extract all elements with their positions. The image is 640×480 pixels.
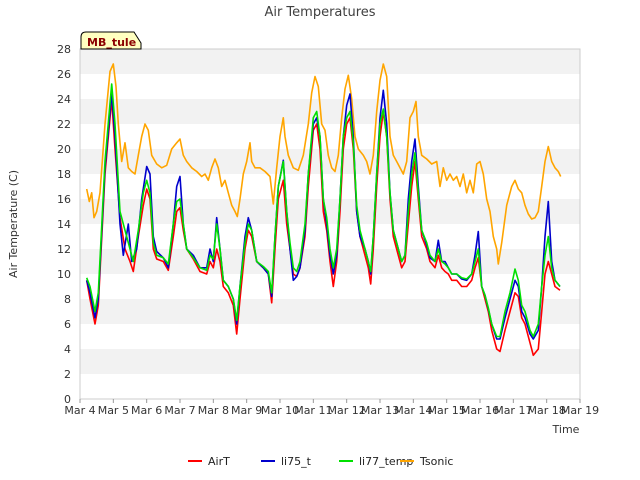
x-tick-label: Mar 16 — [461, 404, 499, 417]
x-tick-label: Mar 12 — [328, 404, 366, 417]
site-badge: MB_tule — [80, 31, 142, 50]
x-tick-label: Mar 7 — [164, 404, 195, 417]
grid-band — [80, 74, 580, 99]
x-tick-label: Mar 18 — [528, 404, 566, 417]
legend-item-li75-t: li75_t — [261, 455, 312, 468]
x-tick-label: Mar 9 — [231, 404, 262, 417]
y-tick-label: 24 — [57, 93, 71, 106]
x-tick-label: Mar 4 — [64, 404, 95, 417]
y-tick-label: 4 — [64, 343, 71, 356]
y-tick-label: 28 — [57, 43, 71, 56]
y-tick-label: 26 — [57, 68, 71, 81]
site-badge-box — [80, 31, 142, 50]
chart-title: Air Temperatures — [264, 5, 375, 20]
x-tick-label: Mar 19 — [561, 404, 599, 417]
y-tick-label: 2 — [64, 368, 71, 381]
grid-band — [80, 374, 580, 399]
y-tick-label: 14 — [57, 218, 71, 231]
x-tick-label: Mar 15 — [428, 404, 466, 417]
y-tick-label: 16 — [57, 193, 71, 206]
x-tick-label: Mar 8 — [198, 404, 229, 417]
grid-band — [80, 174, 580, 199]
legend-label: li75_t — [281, 455, 312, 468]
y-tick-label: 12 — [57, 243, 71, 256]
grid-band — [80, 49, 580, 74]
grid-bands — [80, 49, 580, 399]
legend-item-tsonic: Tsonic — [400, 455, 453, 468]
series-line-tsonic — [85, 63, 562, 265]
y-tick-label: 6 — [64, 318, 71, 331]
grid-band — [80, 124, 580, 149]
grid-band — [80, 349, 580, 374]
x-tick-label: Mar 11 — [294, 404, 332, 417]
x-tick-label: Mar 5 — [98, 404, 129, 417]
site-badge-label: MB_tule — [87, 36, 136, 49]
x-tick-label: Mar 6 — [131, 404, 162, 417]
grid-band — [80, 99, 580, 124]
y-tick-label: 10 — [57, 268, 71, 281]
legend-label: Tsonic — [419, 455, 453, 468]
series-line-li77-temp — [85, 83, 561, 338]
x-axis-label: Time — [552, 423, 580, 436]
legend-label: li77_temp — [359, 455, 413, 468]
y-tick-label: 0 — [64, 393, 71, 406]
x-tick-label: Mar 17 — [494, 404, 532, 417]
series-lines — [85, 63, 562, 357]
x-tick-label: Mar 13 — [361, 404, 399, 417]
y-tick-label: 8 — [64, 293, 71, 306]
grid-band — [80, 199, 580, 224]
y-tick-label: 22 — [57, 118, 71, 131]
plot-frame — [79, 48, 581, 400]
y-tick-label: 20 — [57, 143, 71, 156]
legend-item-airt: AirT — [188, 455, 230, 468]
x-tick-label: Mar 10 — [261, 404, 299, 417]
legend-item-li77-temp: li77_temp — [339, 455, 413, 468]
x-tick-label: Mar 14 — [394, 404, 432, 417]
legend: AirT li75_t li77_temp Tsonic — [188, 455, 453, 468]
legend-label: AirT — [208, 455, 230, 468]
y-tick-label: 18 — [57, 168, 71, 181]
grid-band — [80, 299, 580, 324]
y-axis-label: Air Temperature (C) — [7, 170, 20, 278]
grid-band — [80, 274, 580, 299]
